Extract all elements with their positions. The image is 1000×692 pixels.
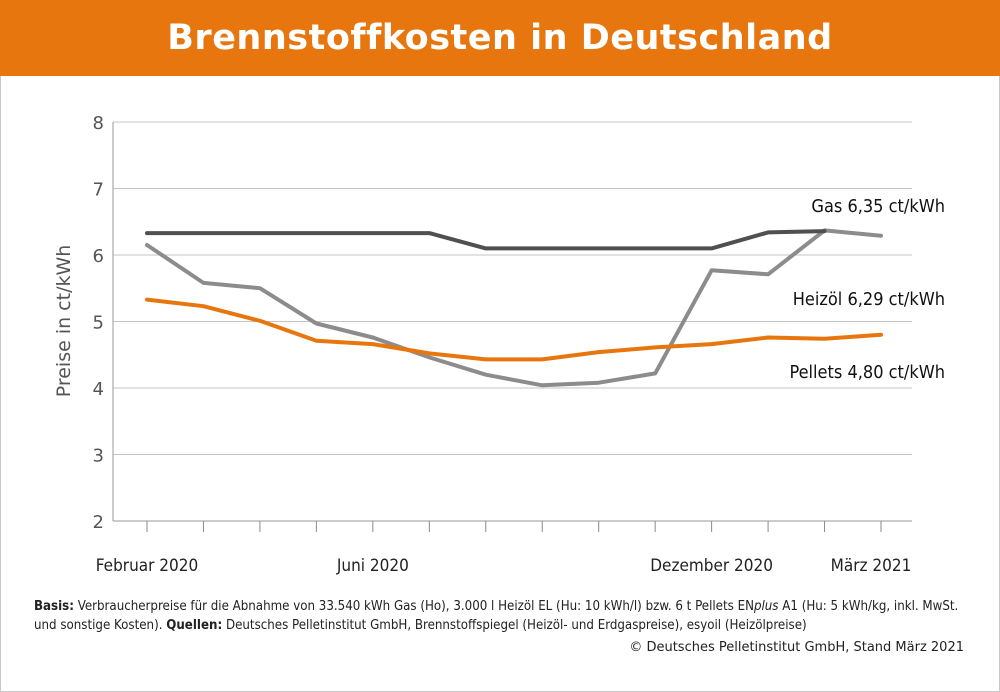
x-tick-label: März 2021 [831,556,912,576]
y-tick-label: 4 [93,379,104,400]
basis-label: Basis: [34,599,74,614]
y-tick-label: 3 [93,446,104,467]
y-tick-label: 7 [93,180,104,201]
y-tick-label: 5 [93,313,104,334]
y-axis-label: Preise in ct/kWh [53,245,75,398]
x-tick-label: Februar 2020 [96,556,198,576]
title-banner: Brennstoffkosten in Deutschland [0,0,1000,76]
sources-text: Deutsches Pelletinstitut GmbH, Brennstof… [222,618,807,633]
y-tick-label: 8 [93,113,104,134]
footnote: Basis: Verbraucherpreise für die Abnahme… [34,597,974,635]
series-label-gas: Gas 6,35 ct/kWh [811,196,945,217]
chart-title: Brennstoffkosten in Deutschland [167,18,833,58]
y-tick-label: 6 [93,246,104,267]
basis-text: Verbraucherpreise für die Abnahme von 33… [73,599,754,614]
series-line-heizoel [145,228,883,388]
series-line-gas [145,229,827,251]
basis-text-2: A1 (Hu: 5 kWh/kg, inkl. MwSt. und sonsti… [34,599,959,633]
x-tick-label: Juni 2020 [336,556,409,576]
y-tick-label: 2 [93,512,104,533]
copyright: © Deutsches Pelletinstitut GmbH, Stand M… [629,640,964,655]
series-line-pellets [145,297,883,362]
basis-plus: plus [753,599,779,614]
series-label-heizoel: Heizöl 6,29 ct/kWh [793,289,945,310]
line-chart: 2 3 4 5 6 7 8 Februar 2020 Juni 2020 Dezember 202… [53,113,945,576]
series-label-pellets: Pellets 4,80 ct/kWh [789,362,945,383]
sources-label: Quellen: [166,618,223,633]
x-tick-label: Dezember 2020 [650,556,773,576]
